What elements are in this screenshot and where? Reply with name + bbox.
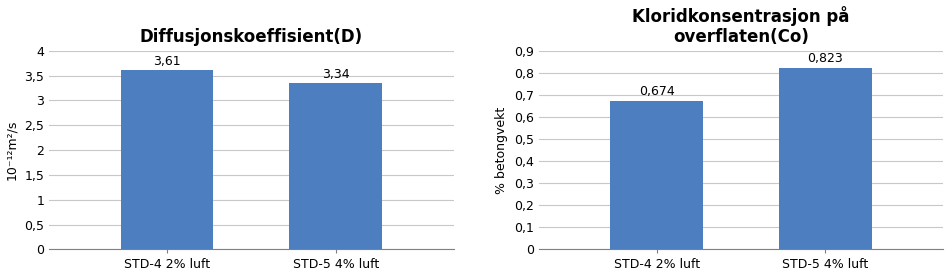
Y-axis label: % betongvekt: % betongvekt — [495, 106, 509, 194]
Text: 0,674: 0,674 — [639, 85, 675, 98]
Bar — [121, 70, 214, 249]
Bar — [289, 83, 382, 249]
Bar — [779, 68, 872, 249]
Title: Diffusjonskoeffisient(D): Diffusjonskoeffisient(D) — [140, 28, 363, 46]
Y-axis label: 10⁻¹²m²/s: 10⁻¹²m²/s — [6, 120, 19, 180]
Bar — [610, 101, 703, 249]
Text: 3,61: 3,61 — [153, 55, 181, 68]
Title: Kloridkonsentrasjon på
overflaten(Co): Kloridkonsentrasjon på overflaten(Co) — [632, 6, 849, 46]
Text: 0,823: 0,823 — [808, 52, 844, 65]
Text: 3,34: 3,34 — [322, 68, 349, 81]
